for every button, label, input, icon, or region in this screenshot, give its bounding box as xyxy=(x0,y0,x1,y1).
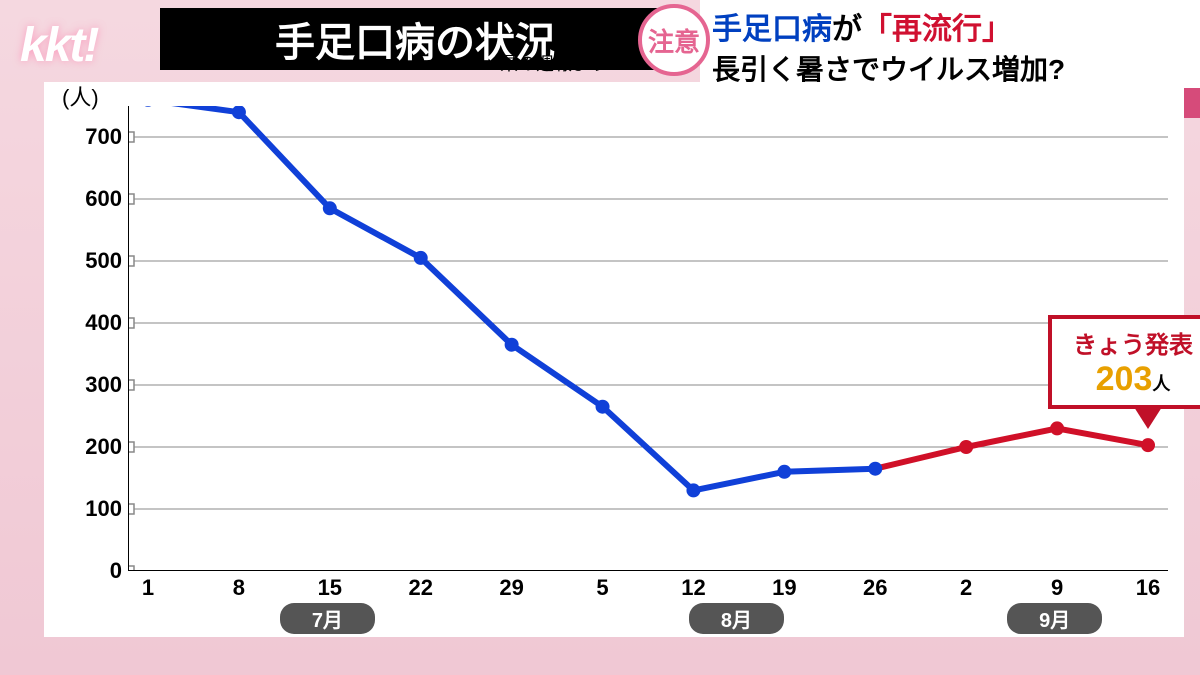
alert-badge: 注意 xyxy=(638,4,710,76)
x-tick-label: 8 xyxy=(219,575,259,601)
headline-line1: 手足口病が「再流行」 xyxy=(712,4,1188,48)
callout-pointer xyxy=(1134,407,1162,429)
y-axis-label: (人) xyxy=(62,80,99,112)
callout-title: きょう発表 xyxy=(1056,325,1200,360)
y-tick-label: 200 xyxy=(72,434,122,460)
callout-value: 203人 xyxy=(1056,360,1200,399)
chart-svg xyxy=(128,106,1168,571)
x-tick-label: 26 xyxy=(855,575,895,601)
x-tick-label: 16 xyxy=(1128,575,1168,601)
x-tick-label: 2 xyxy=(946,575,986,601)
chart-subtitle: 県の週報より xyxy=(500,50,608,76)
x-tick-label: 5 xyxy=(583,575,623,601)
x-tick-label: 19 xyxy=(764,575,804,601)
y-tick-label: 100 xyxy=(72,496,122,522)
headline-box: 手足口病が「再流行」 長引く暑さでウイルス増加? xyxy=(700,0,1200,88)
station-logo: kkt! xyxy=(20,18,97,73)
x-tick-label: 9 xyxy=(1037,575,1077,601)
x-tick-label: 22 xyxy=(401,575,441,601)
y-tick-label: 400 xyxy=(72,310,122,336)
x-tick-label: 12 xyxy=(673,575,713,601)
y-tick-label: 700 xyxy=(72,124,122,150)
month-label: 8月 xyxy=(689,603,784,634)
month-label: 7月 xyxy=(280,603,375,634)
x-tick-label: 15 xyxy=(310,575,350,601)
callout-box: きょう発表 203人 xyxy=(1048,315,1200,409)
y-tick-label: 0 xyxy=(72,558,122,584)
chart-area: (人) 010020030040050060070018152229512192… xyxy=(44,82,1184,637)
y-tick-label: 600 xyxy=(72,186,122,212)
month-label: 9月 xyxy=(1007,603,1102,634)
y-tick-label: 300 xyxy=(72,372,122,398)
x-tick-label: 29 xyxy=(492,575,532,601)
x-tick-label: 1 xyxy=(128,575,168,601)
plot-region xyxy=(128,106,1168,571)
y-tick-label: 500 xyxy=(72,248,122,274)
